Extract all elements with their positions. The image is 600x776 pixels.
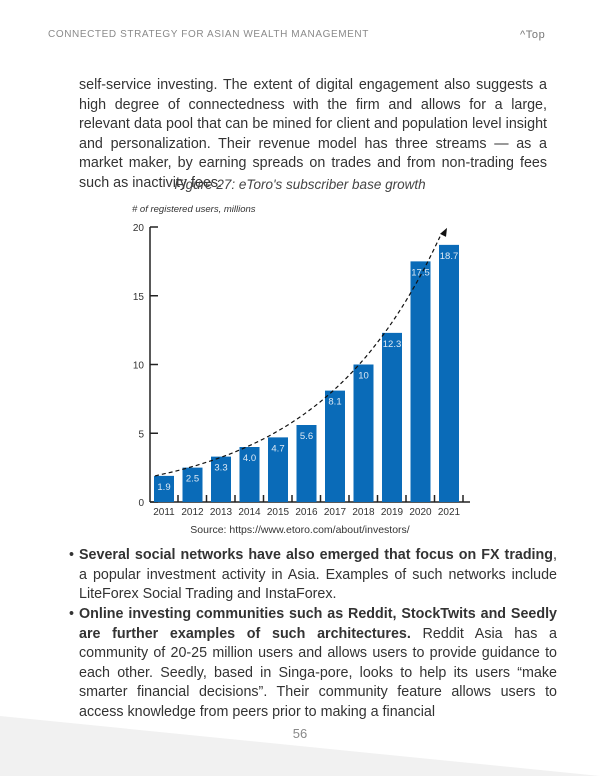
caret-up-icon: ^: [520, 29, 526, 41]
bar: [211, 456, 231, 502]
x-tick-label: 2011: [153, 507, 175, 518]
data-label: 5.6: [300, 431, 313, 442]
y-tick-label: 20: [133, 223, 145, 234]
x-tick-label: 2017: [324, 507, 347, 518]
data-label: 4.0: [243, 453, 256, 464]
bar: [154, 475, 174, 502]
x-tick-label: 2014: [238, 507, 261, 518]
bullet-bold: Online investing communities such as Red…: [79, 606, 557, 642]
figure-source: Source: https://www.etoro.com/about/inve…: [190, 524, 410, 536]
page-corner-decoration: [0, 716, 600, 776]
top-link[interactable]: ^Top: [520, 29, 546, 41]
x-tick-label: 2015: [267, 507, 290, 518]
bullet-item: Online investing communities such as Red…: [69, 605, 557, 723]
data-label: 2.5: [186, 474, 199, 485]
bar: [410, 261, 431, 502]
data-label: 10: [358, 371, 369, 382]
bar: [296, 425, 317, 502]
data-label: 12.3: [383, 339, 402, 350]
data-label: 4.7: [271, 443, 284, 454]
x-tick-label: 2016: [295, 507, 318, 518]
x-tick-label: 2021: [438, 507, 461, 518]
y-tick-label: 10: [133, 361, 145, 372]
bar-chart: # of registered users, millions051015201…: [132, 204, 470, 536]
bullet-text: Reddit Asia has a community of 20-25 mil…: [79, 625, 557, 720]
data-label: 18.7: [440, 251, 459, 262]
bullet-text: , a popular investment activity in Asia.…: [79, 547, 557, 603]
bar: [182, 467, 203, 502]
x-tick-label: 2020: [409, 507, 432, 518]
data-label: 8.1: [328, 397, 341, 408]
bar: [382, 332, 402, 502]
bar: [239, 447, 260, 502]
bullet-bold: Several social networks have also emerge…: [79, 547, 554, 563]
data-label: 1.9: [157, 482, 170, 493]
body-paragraph: self-service investing. The extent of di…: [79, 77, 547, 191]
figure-caption: Figure 27: eToro's subscriber base growt…: [174, 177, 426, 192]
bullet-item: Several social networks have also emerge…: [69, 546, 557, 605]
data-label: 17.5: [411, 267, 430, 278]
x-tick-label: 2018: [352, 507, 375, 518]
y-axis-label: # of registered users, millions: [132, 204, 256, 215]
trend-arrow-icon: [440, 227, 447, 237]
bar: [439, 244, 459, 502]
running-header: CONNECTED STRATEGY FOR ASIAN WEALTH MANA…: [48, 29, 369, 40]
bar: [353, 364, 374, 502]
x-tick-label: 2013: [210, 507, 233, 518]
y-tick-label: 5: [138, 429, 144, 440]
page-number: 56: [292, 726, 308, 741]
x-tick-label: 2019: [381, 507, 404, 518]
y-tick-label: 0: [138, 498, 144, 509]
x-tick-label: 2012: [181, 507, 204, 518]
bar: [268, 437, 288, 502]
trend-line: [154, 236, 441, 477]
bar: [325, 390, 345, 502]
data-label: 3.3: [214, 463, 227, 474]
y-tick-label: 15: [133, 292, 145, 303]
